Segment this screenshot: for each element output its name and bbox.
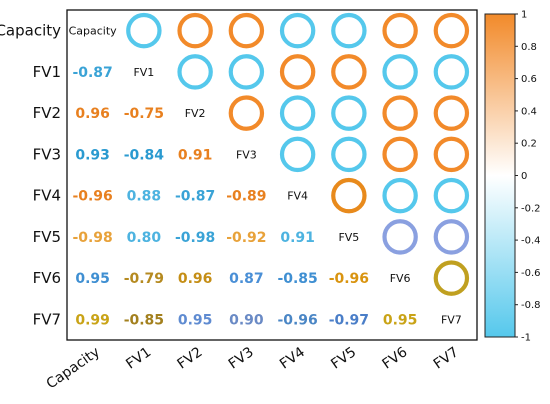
row-label: FV7 xyxy=(33,310,61,328)
column-label: FV2 xyxy=(174,344,205,372)
diagonal-label: FV6 xyxy=(390,272,411,285)
colorbar-tick-label: 0 xyxy=(521,171,527,182)
correlation-circle xyxy=(228,54,265,90)
correlation-circle xyxy=(433,95,470,131)
correlation-value: -0.85 xyxy=(277,271,317,287)
correlation-value: -0.96 xyxy=(277,312,317,328)
colorbar-tick-label: 0.8 xyxy=(521,42,537,53)
correlation-value: -0.97 xyxy=(329,312,369,328)
correlation-value: -0.85 xyxy=(124,312,164,328)
row-label: FV6 xyxy=(33,269,61,287)
colorbar-gradient xyxy=(484,13,516,338)
plot-frame xyxy=(66,9,478,341)
diagonal-label: FV5 xyxy=(338,231,359,244)
correlation-value: -0.89 xyxy=(226,189,266,205)
column-label: Capacity xyxy=(44,344,103,392)
correlation-circle xyxy=(279,136,316,173)
column-labels: Capacity FV1 FV2 FV3 FV4 FV5 FV6 FV7 xyxy=(44,344,462,392)
correlation-value: 0.87 xyxy=(229,271,264,287)
diagonal-label: FV3 xyxy=(236,148,257,161)
correlation-value: -0.84 xyxy=(124,147,165,163)
correlation-value: 0.90 xyxy=(229,312,264,328)
correlation-value: -0.87 xyxy=(175,189,215,205)
colorbar-tick-label: 0.4 xyxy=(521,106,537,117)
correlation-value: 0.93 xyxy=(75,147,110,163)
column-label: FV6 xyxy=(379,344,410,372)
correlation-circle xyxy=(433,177,470,214)
row-label: FV2 xyxy=(33,104,61,122)
correlation-circle xyxy=(331,12,367,49)
correlation-circle xyxy=(228,95,265,131)
correlation-circle xyxy=(228,12,265,49)
correlation-circle xyxy=(382,177,418,214)
correlation-circle xyxy=(331,177,367,214)
colorbar-tick-label: 1 xyxy=(521,10,527,21)
row-label: FV5 xyxy=(33,228,61,246)
row-label: FV4 xyxy=(33,187,61,205)
diagonal-label: Capacity xyxy=(69,25,118,38)
correlation-circle xyxy=(433,260,470,296)
diagonal-label: FV4 xyxy=(287,190,308,203)
correlation-value: 0.91 xyxy=(280,230,315,246)
correlation-value: -0.96 xyxy=(329,271,369,287)
correlation-circle xyxy=(331,95,367,131)
diagonal-label: FV1 xyxy=(133,66,154,79)
colorbar-tick-label: 0.2 xyxy=(521,139,537,150)
column-label: FV3 xyxy=(226,344,257,372)
correlation-value: 0.95 xyxy=(178,312,213,328)
correlation-circle xyxy=(331,54,367,90)
column-label: FV4 xyxy=(277,344,308,372)
correlation-value: 0.95 xyxy=(383,312,418,328)
column-label: FV1 xyxy=(123,344,154,372)
correlation-value: 0.80 xyxy=(127,230,162,246)
correlation-circle xyxy=(279,95,316,131)
correlation-circle xyxy=(177,54,213,90)
correlation-value: 0.91 xyxy=(178,147,213,163)
correlation-value: 0.88 xyxy=(127,189,162,205)
correlation-circle xyxy=(382,54,418,90)
correlation-circle xyxy=(433,136,470,173)
correlation-value: 0.99 xyxy=(75,312,110,328)
correlation-value: -0.79 xyxy=(124,271,164,287)
correlation-value: -0.98 xyxy=(175,230,215,246)
correlation-value: 0.95 xyxy=(75,271,110,287)
correlation-circle xyxy=(433,12,470,49)
correlation-circle xyxy=(433,54,470,90)
cells-layer: Capacity -0.87 FV1 0.96 -0.75 FV2 0.93 -0.84 0.9… xyxy=(69,12,470,328)
correlation-value: -0.87 xyxy=(72,65,112,81)
correlation-circle xyxy=(331,136,367,173)
row-label: FV3 xyxy=(33,145,61,163)
correlation-circle xyxy=(433,219,470,255)
row-label: Capacity xyxy=(0,22,61,40)
row-labels: Capacity FV1 FV2 FV3 FV4 FV5 FV6 FV7 xyxy=(0,22,61,329)
correlation-value: -0.96 xyxy=(72,189,112,205)
correlation-circle xyxy=(382,12,418,49)
diagonal-label: FV7 xyxy=(441,313,462,326)
colorbar: 1 0.8 0.6 0.4 0.2 0 -0.2 -0.4 -0.6 -0.8 -1 xyxy=(484,10,541,344)
correlation-circle xyxy=(382,95,418,131)
colorbar-tick-label: -0.8 xyxy=(521,300,541,311)
correlation-circle xyxy=(177,12,213,49)
correlation-value: -0.75 xyxy=(124,106,164,122)
column-label: FV5 xyxy=(328,344,359,372)
colorbar-tick-label: -0.2 xyxy=(521,203,541,214)
correlation-circle xyxy=(279,54,316,90)
colorbar-tick-label: -0.6 xyxy=(521,268,541,279)
row-label: FV1 xyxy=(33,63,61,81)
correlation-value: 0.96 xyxy=(178,271,213,287)
colorbar-tick-label: -0.4 xyxy=(521,236,541,247)
correlation-circle xyxy=(279,12,316,49)
colorbar-tick-label: -1 xyxy=(521,333,531,344)
correlation-circle xyxy=(126,12,162,49)
diagonal-label: FV2 xyxy=(185,107,206,120)
column-label: FV7 xyxy=(431,344,462,372)
correlation-value: -0.98 xyxy=(72,230,112,246)
correlation-circle xyxy=(382,136,418,173)
correlation-circle xyxy=(382,219,418,255)
colorbar-tick-label: 0.6 xyxy=(521,74,537,85)
correlation-value: -0.92 xyxy=(226,230,266,246)
correlation-value: 0.96 xyxy=(75,106,110,122)
colorbar-ticks: 1 0.8 0.6 0.4 0.2 0 -0.2 -0.4 -0.6 -0.8 -1 xyxy=(515,10,541,344)
